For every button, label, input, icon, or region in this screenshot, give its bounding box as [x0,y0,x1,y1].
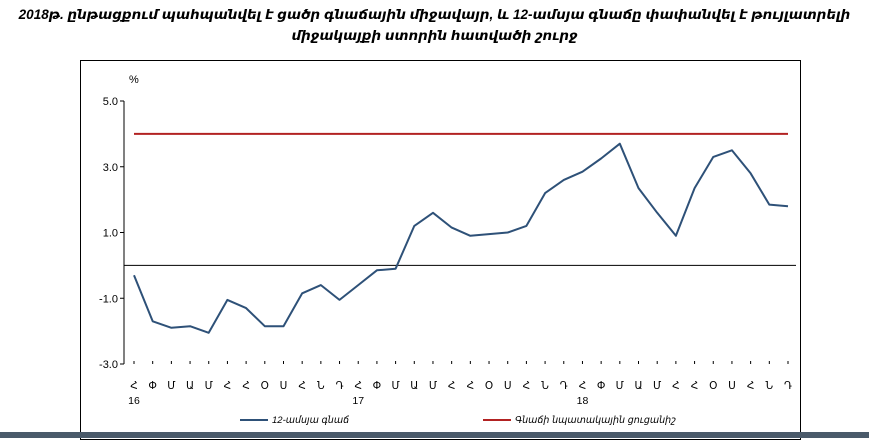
x-tick-label: Օ [485,380,493,392]
x-year-label: 16 [128,395,140,407]
x-tick-label: Հ [298,380,306,392]
x-year-label: 17 [352,395,364,407]
chart-title-line2: միջակայքի ստորին հատվածի շուրջ [291,28,578,43]
x-tick-label: Ա [410,380,418,392]
x-tick-label: Ս [728,380,736,392]
x-tick-label: Մ [616,380,625,392]
x-tick-label: Դ [336,380,344,392]
x-tick-label: Հ [354,380,362,392]
series-line-inflation [133,142,789,334]
x-tick-label: Դ [560,380,568,392]
y-tick-label: -1.0 [99,293,118,305]
x-tick-label: Հ [672,380,680,392]
x-tick-label: Հ [523,380,531,392]
y-axis-label: % [129,74,139,86]
y-tick-label: 3.0 [103,162,118,174]
chart-title-line1: 2018թ. ընթացքում պահպանվել է ցածր գնաճայ… [18,7,851,22]
x-tick-label: Հ [448,380,456,392]
y-tick-label: 1.0 [103,228,118,240]
x-tick-label: Հ [224,380,232,392]
x-tick-label: Ս [280,380,288,392]
legend-label-inflation: 12-ամսյա գնաճ [272,415,349,426]
x-tick-label: Մ [391,380,400,392]
x-tick-label: Հ [467,380,475,392]
x-tick-label: Ա [634,380,642,392]
x-year-label: 18 [577,395,589,407]
x-tick-label: Ն [541,380,549,392]
y-tick-label: 5.0 [103,96,118,108]
x-tick-label: Օ [709,380,717,392]
legend-label-target: Գնաճի նպատակային ցուցանիշ [515,415,676,426]
x-tick-label: Հ [130,380,138,392]
x-tick-label: Մ [429,380,438,392]
x-tick-label: Հ [242,380,250,392]
x-tick-label: Մ [205,380,214,392]
x-tick-label: Ն [765,380,773,392]
bottom-bar [0,432,869,438]
x-tick-label: Ա [186,380,194,392]
x-tick-label: Ն [317,380,325,392]
x-tick-label: Օ [261,380,269,392]
x-tick-label: Փ [148,380,157,392]
x-tick-label: Մ [167,380,176,392]
x-tick-label: Փ [373,380,382,392]
x-tick-label: Հ [691,380,699,392]
x-tick-label: Դ [784,380,792,392]
chart-title: 2018թ. ընթացքում պահպանվել է ցածր գնաճայ… [0,4,869,46]
x-tick-label: Մ [653,380,662,392]
x-tick-label: Հ [579,380,587,392]
x-tick-label: Հ [747,380,755,392]
x-tick-label: Փ [597,380,606,392]
y-tick-label: -3.0 [99,359,118,371]
legend: 12-ամսյա գնաճ Գնաճի նպատակային ցուցանիշ [240,415,676,426]
x-tick-label: Ս [504,380,512,392]
